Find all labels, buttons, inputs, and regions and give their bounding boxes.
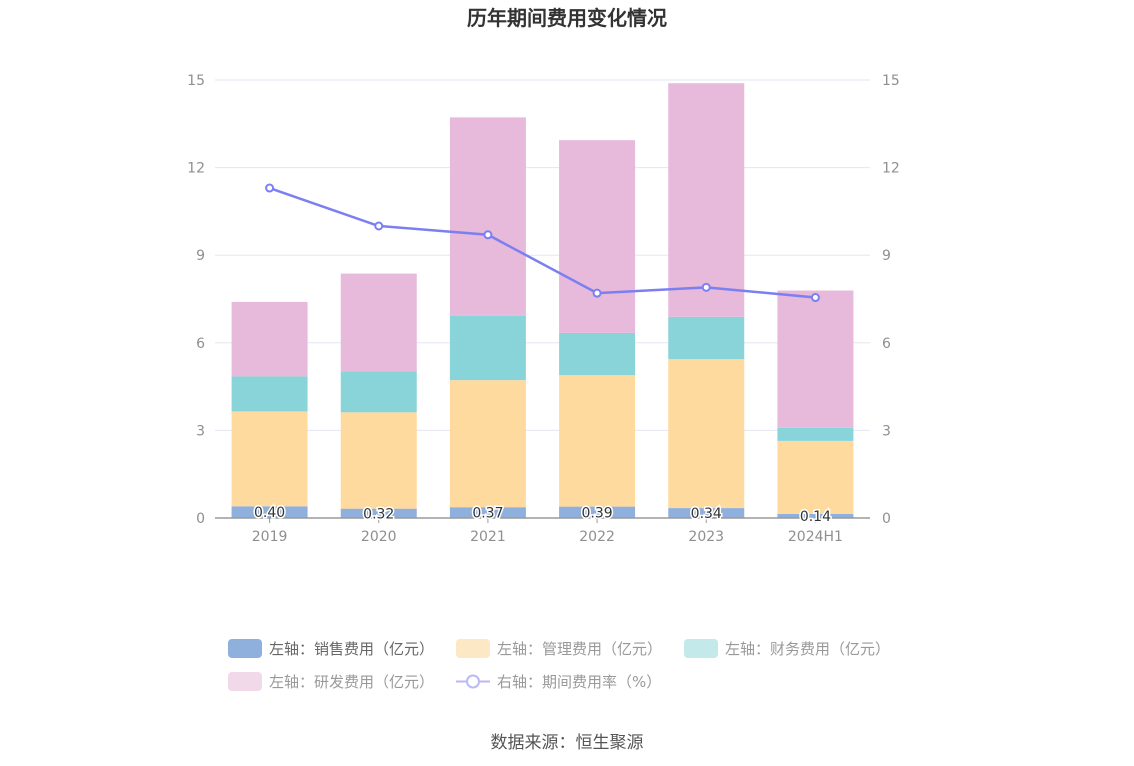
- y-left-tick-label: 12: [187, 161, 205, 177]
- legend-label-sales: 左轴：销售费用（亿元）: [269, 640, 435, 658]
- legend: 左轴：销售费用（亿元） 左轴：管理费用（亿元） 左轴：财务费用（亿元） 左轴：研…: [228, 632, 918, 698]
- rate-point: [374, 221, 384, 231]
- bar-segment-2: [231, 376, 308, 412]
- bar-segment-0: [559, 506, 636, 518]
- y-right-tick-label: 3: [882, 423, 891, 439]
- data-label-sales: 0.34: [691, 506, 722, 522]
- data-labels: 0.40 0.32 0.37 0.39 0.34 0.14: [252, 504, 832, 527]
- rate-point: [701, 282, 711, 292]
- rate-point: [483, 230, 493, 240]
- bar-segment-1: [559, 375, 636, 507]
- bar-segment-0: [231, 506, 308, 518]
- legend-line-icon: [456, 674, 491, 689]
- y-left-tick-label: 3: [196, 423, 205, 439]
- legend-label-rate: 右轴：期间费用率（%）: [497, 673, 662, 691]
- data-label-sales: 0.40: [254, 505, 285, 521]
- y-left-tick-label: 0: [196, 511, 205, 527]
- x-tick-label: 2021: [470, 529, 506, 545]
- bar-segment-0: [668, 508, 745, 518]
- data-label-sales: 0.39: [581, 505, 612, 521]
- bar-segment-2: [559, 332, 636, 376]
- y-right-tick-label: 6: [882, 336, 891, 352]
- bar-segment-1: [449, 380, 526, 508]
- legend-swatch-rnd: [228, 672, 262, 691]
- grid-lines: [215, 79, 870, 431]
- rate-point: [265, 183, 275, 193]
- x-tick-label: 2024H1: [788, 529, 843, 545]
- legend-item-sales[interactable]: 左轴：销售费用（亿元）: [228, 638, 434, 659]
- bar-segment-0: [449, 507, 526, 518]
- x-tick-label: 2019: [252, 529, 288, 545]
- bar-segment-1: [668, 359, 745, 509]
- y-right-tick-label: 9: [882, 248, 891, 264]
- y-left-tick-label: 15: [187, 73, 205, 89]
- bar-segment-2: [340, 371, 417, 413]
- legend-item-admin[interactable]: 左轴：管理费用（亿元）: [456, 638, 662, 659]
- data-label-sales: 0.14: [800, 509, 831, 525]
- bar-series: [231, 83, 854, 518]
- rate-point: [592, 288, 602, 298]
- bar-segment-3: [559, 140, 636, 333]
- legend-item-finance[interactable]: 左轴：财务费用（亿元）: [684, 638, 890, 659]
- legend-label-admin: 左轴：管理费用（亿元）: [497, 640, 663, 658]
- legend-label-finance: 左轴：财务费用（亿元）: [725, 640, 891, 658]
- legend-swatch-admin: [456, 639, 491, 658]
- x-tick-label: 2022: [579, 529, 615, 545]
- legend-item-rnd[interactable]: 左轴：研发费用（亿元）: [228, 671, 434, 692]
- bar-segment-2: [668, 316, 745, 360]
- x-tick-label: 2020: [361, 529, 397, 545]
- bar-segment-0: [340, 508, 417, 518]
- legend-swatch-sales: [228, 639, 262, 658]
- data-label-sales: 0.37: [472, 506, 503, 522]
- chart-canvas: 0 3 6 9 12 15 0 3 6 9 12 15 2019 2020 2021 2022 2023 2024…: [187, 73, 900, 545]
- bar-segment-0: [777, 513, 854, 518]
- data-source: 数据来源：恒生聚源: [490, 733, 644, 753]
- bar-segment-3: [231, 301, 308, 377]
- bar-segment-1: [340, 412, 417, 509]
- bar-segment-3: [668, 83, 745, 317]
- bar-segment-3: [340, 273, 417, 372]
- line-series: [265, 183, 820, 303]
- legend-swatch-finance: [684, 639, 719, 658]
- y-left-tick-label: 9: [196, 248, 205, 264]
- y-right-tick-label: 15: [882, 73, 900, 89]
- bar-segment-3: [777, 290, 854, 428]
- y-right-tick-label: 0: [882, 511, 891, 527]
- data-label-sales: 0.32: [363, 506, 394, 522]
- bar-segment-1: [777, 440, 854, 514]
- bar-segment-3: [449, 117, 526, 316]
- rate-line: [269, 186, 816, 299]
- x-tick-label: 2023: [688, 529, 724, 545]
- axes: 0 3 6 9 12 15 0 3 6 9 12 15 2019 2020 2021 2022 2023 2024…: [187, 73, 900, 545]
- bar-segment-2: [449, 315, 526, 381]
- bar-segment-2: [777, 427, 854, 441]
- bar-segment-1: [231, 411, 308, 507]
- legend-item-rate[interactable]: 右轴：期间费用率（%）: [456, 671, 661, 692]
- rate-point: [810, 293, 820, 303]
- y-right-tick-label: 12: [882, 161, 900, 177]
- y-left-tick-label: 6: [196, 336, 205, 352]
- chart-title: 历年期间费用变化情况: [467, 6, 667, 30]
- legend-label-rnd: 左轴：研发费用（亿元）: [269, 673, 435, 691]
